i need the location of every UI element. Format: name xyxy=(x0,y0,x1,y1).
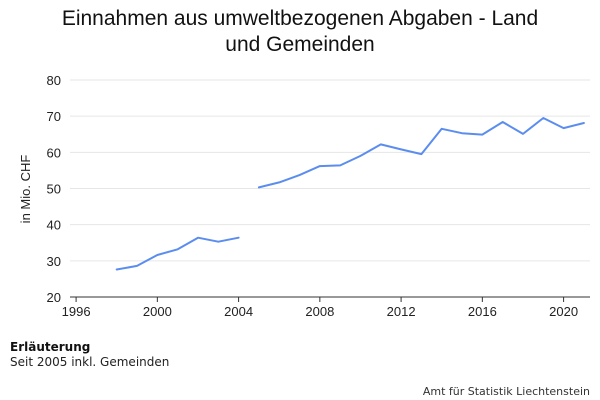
x-tick-label: 2004 xyxy=(224,304,253,319)
chart-title: Einnahmen aus umweltbezogenen Abgaben - … xyxy=(61,7,539,56)
x-tick-label: 2020 xyxy=(549,304,578,319)
series-lines xyxy=(115,117,585,271)
note-text: Seit 2005 inkl. Gemeinden xyxy=(10,355,170,369)
y-tick-label: 60 xyxy=(47,145,61,160)
y-tick-label: 50 xyxy=(47,182,61,197)
note-heading: Erläuterung xyxy=(10,340,91,354)
x-tick-label: 2000 xyxy=(143,304,172,319)
y-axis-label: in Mio. CHF xyxy=(18,155,33,224)
gridlines xyxy=(70,79,590,262)
x-tick-label: 1996 xyxy=(62,304,91,319)
x-tick-label: 2016 xyxy=(468,304,497,319)
y-tick-label: 30 xyxy=(47,254,61,269)
y-tick-label: 80 xyxy=(47,73,61,88)
y-tick-label: 70 xyxy=(47,109,61,124)
y-tick-label: 20 xyxy=(47,290,61,305)
series-line-segment xyxy=(257,117,585,189)
series-line-segment xyxy=(115,236,240,271)
x-tick-label: 2012 xyxy=(387,304,416,319)
y-tick-label: 40 xyxy=(47,218,61,233)
axes: 20 30 40 50 60 70 80 1996 2000 2004 2008 2012 2016 20… xyxy=(47,73,590,319)
x-tick-label: 2008 xyxy=(305,304,334,319)
source-credit: Amt für Statistik Liechtenstein xyxy=(422,385,590,398)
